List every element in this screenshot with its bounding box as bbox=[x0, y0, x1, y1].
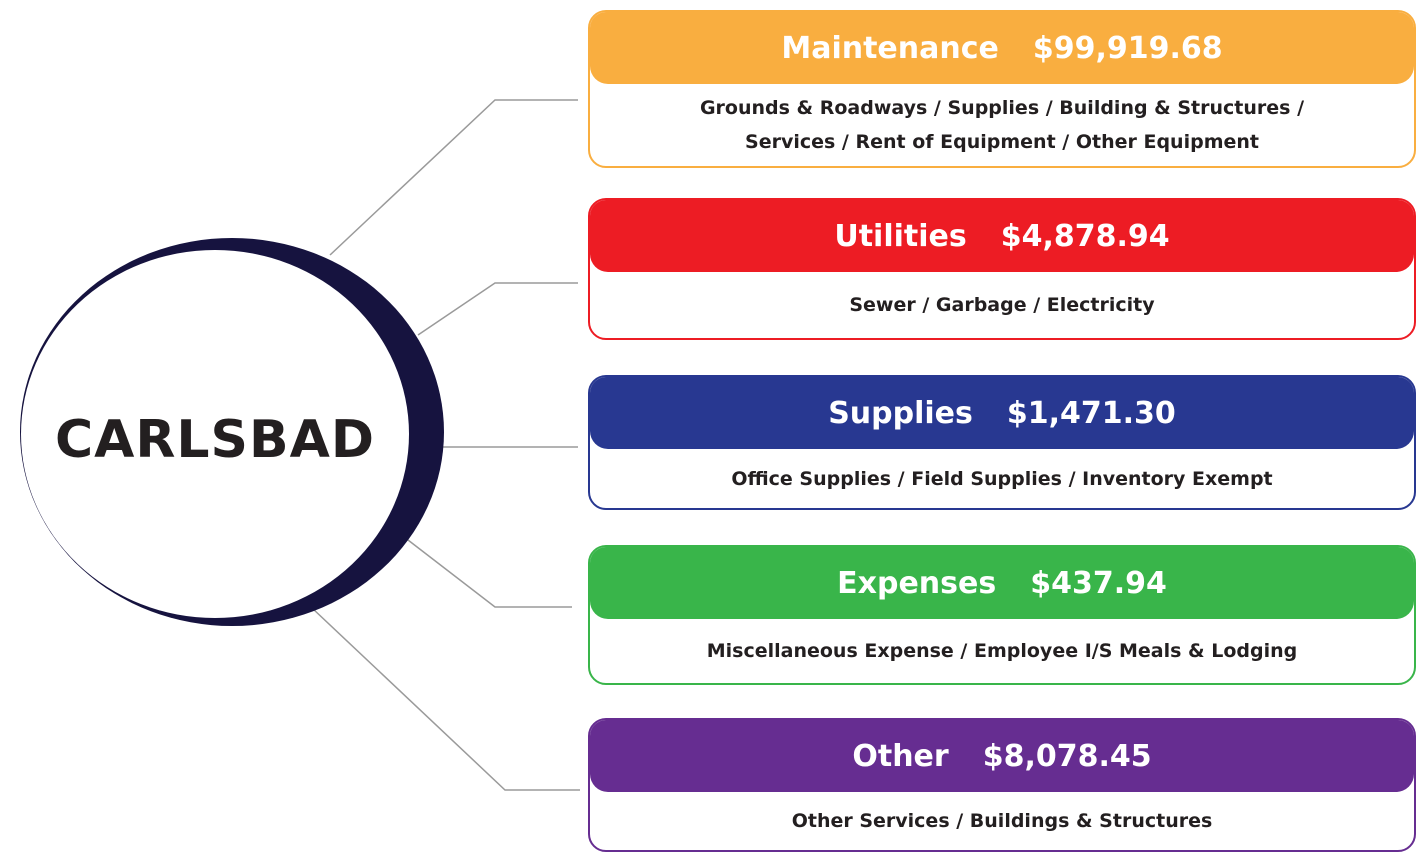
category-header: Maintenance $99,919.68 bbox=[590, 12, 1414, 84]
detail-line: Office Supplies / Field Supplies / Inven… bbox=[731, 467, 1273, 490]
detail-line: Grounds & Roadways / Supplies / Building… bbox=[699, 97, 1305, 119]
category-amount: $4,878.94 bbox=[1000, 218, 1170, 254]
category-box: Supplies $1,471.30 Office Supplies / Field… bbox=[588, 375, 1416, 510]
category-amount: $99,919.68 bbox=[1032, 30, 1223, 66]
category-details: Other Services / Buildings & Structures bbox=[590, 792, 1414, 850]
category-title: Maintenance bbox=[781, 30, 999, 66]
connector bbox=[417, 282, 578, 336]
center-label: CARLSBAD bbox=[54, 410, 376, 470]
category-header: Supplies $1,471.30 bbox=[590, 377, 1414, 449]
detail-line: Services / Rent of Equipment / Other Equ… bbox=[745, 131, 1259, 153]
category-amount: $437.94 bbox=[1030, 565, 1167, 601]
connector bbox=[329, 99, 578, 256]
connector bbox=[311, 607, 580, 791]
category-box: Other $8,078.45 Other Services / Buildings… bbox=[588, 718, 1416, 852]
category-box: Expenses $437.94 Miscellaneous Expense / E… bbox=[588, 545, 1416, 685]
category-header: Utilities $4,878.94 bbox=[590, 200, 1414, 272]
category-header: Expenses $437.94 bbox=[590, 547, 1414, 619]
center-disc bbox=[21, 250, 409, 618]
category-amount: $1,471.30 bbox=[1006, 395, 1176, 431]
category-details: Grounds & Roadways / Supplies / Building… bbox=[590, 84, 1414, 166]
category-title: Other bbox=[852, 738, 949, 774]
category-title: Supplies bbox=[828, 395, 973, 431]
category-details: Office Supplies / Field Supplies / Inven… bbox=[590, 449, 1414, 508]
detail-line: Sewer / Garbage / Electricity bbox=[849, 294, 1155, 316]
category-box: Utilities $4,878.94 Sewer / Garbage / Elec… bbox=[588, 198, 1416, 340]
detail-line: Other Services / Buildings & Structures bbox=[791, 810, 1213, 832]
category-header: Other $8,078.45 bbox=[590, 720, 1414, 792]
connector-lines bbox=[311, 99, 580, 791]
category-title: Expenses bbox=[837, 565, 997, 601]
category-details: Miscellaneous Expense / Employee I/S Mea… bbox=[590, 619, 1414, 683]
connector bbox=[407, 539, 572, 608]
category-details: Sewer / Garbage / Electricity bbox=[590, 272, 1414, 338]
detail-line: Miscellaneous Expense / Employee I/S Mea… bbox=[706, 640, 1298, 662]
category-box: Maintenance $99,919.68 Grounds & Roadways … bbox=[588, 10, 1416, 168]
category-amount: $8,078.45 bbox=[982, 738, 1152, 774]
category-title: Utilities bbox=[834, 218, 967, 254]
